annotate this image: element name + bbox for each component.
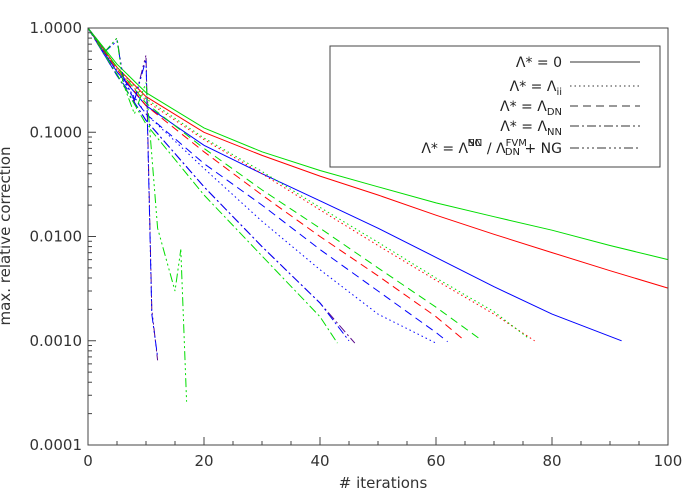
y-tick-label: 0.0010 xyxy=(30,332,83,350)
x-tick-label: 20 xyxy=(194,452,213,470)
series-line-8 xyxy=(87,27,466,342)
plot-lines xyxy=(87,27,669,402)
legend-label-2: Λ* = Λii xyxy=(510,79,562,98)
y-tick-label: 1.0000 xyxy=(30,19,83,37)
x-tick-label: 80 xyxy=(542,452,561,470)
series-line-12 xyxy=(87,27,338,344)
x-tick-label: 40 xyxy=(310,452,329,470)
x-tick-label: 0 xyxy=(83,452,93,470)
legend-label-3: Λ* = ΛDN xyxy=(500,99,562,118)
legend-label-1: Λ* = 0 xyxy=(516,55,562,71)
x-tick-label: 100 xyxy=(654,452,683,470)
legend-label-4: Λ* = ΛNN xyxy=(500,119,562,138)
series-line-9 xyxy=(87,27,483,342)
series-line-14 xyxy=(87,27,159,357)
x-tick-label: 60 xyxy=(426,452,445,470)
y-tick-label: 0.1000 xyxy=(30,123,83,141)
y-tick-label: 0.0001 xyxy=(30,436,83,454)
x-axis-label: # iterations xyxy=(339,474,428,492)
series-line-7 xyxy=(87,27,448,343)
legend-label-5: Λ* = ΛSCNN / ΛFVM DN + NG xyxy=(421,138,562,158)
y-axis-ticks: 0.0001 0.0010 0.0100 0.1000 1.0000 xyxy=(30,19,96,454)
series-line-15 xyxy=(87,27,188,402)
y-tick-label: 0.0100 xyxy=(30,228,83,246)
y-axis-label: max. relative correction xyxy=(0,147,14,326)
series-line-2 xyxy=(87,27,669,289)
x-axis-ticks: 0 20 40 60 80 100 xyxy=(83,437,682,470)
series-line-11 xyxy=(87,27,350,342)
legend-box xyxy=(329,45,661,168)
series-line-3 xyxy=(87,27,669,261)
